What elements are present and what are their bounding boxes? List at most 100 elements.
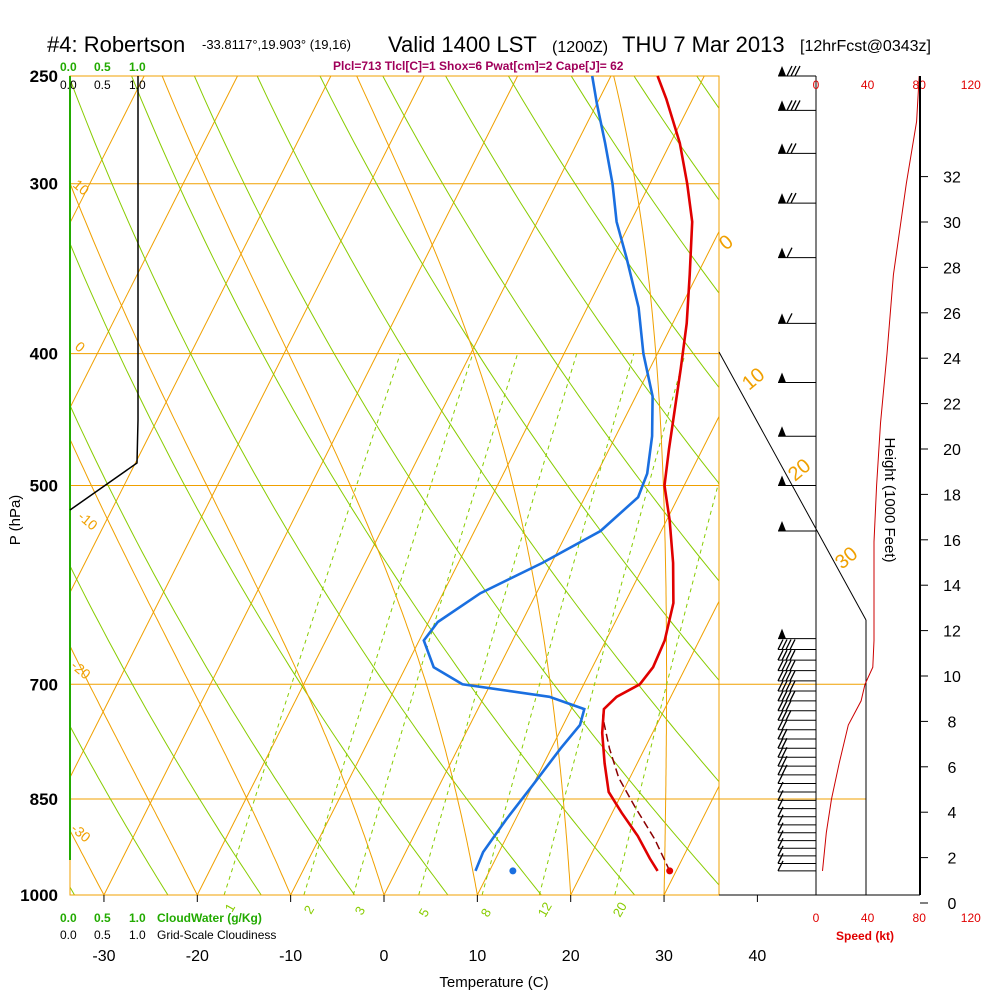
wind-barb	[778, 313, 816, 324]
wind-barb	[777, 822, 816, 834]
temperature-axis-label: Temperature (C)	[439, 974, 548, 991]
adiabat-label: 10	[70, 176, 92, 198]
wind-barb	[777, 830, 816, 842]
cloudiness-tick: 0.5	[94, 928, 111, 942]
surface-temperature-marker	[666, 867, 674, 875]
cloudiness-tick: 0.0	[60, 928, 77, 942]
theta-e-labels: 0 10 20 30	[715, 231, 862, 574]
wind-barb	[777, 649, 816, 661]
mixing-ratio-label: 3	[352, 904, 369, 918]
theta-e-label: 0	[715, 231, 738, 255]
wind-barb	[777, 639, 816, 651]
dry-adiabat-line	[193, 76, 719, 886]
temperature-tick: 30	[655, 948, 673, 965]
temperature-tick: 40	[749, 948, 767, 965]
mixing-ratio-label: 12	[535, 899, 555, 919]
surface-dewpoint-marker	[509, 867, 517, 875]
wind-barb	[778, 628, 816, 640]
theta-e-label: 10	[738, 364, 769, 395]
wind-barb	[777, 838, 816, 849]
height-tick: 32	[943, 170, 961, 187]
wind-barb	[778, 100, 816, 111]
stability-params: Plcl=713 Tlcl[C]=1 Shox=6 Pwat[cm]=2 Cap…	[333, 59, 624, 73]
cloudiness-tick: 0.5	[94, 78, 111, 92]
speed-axis-label: Speed (kt)	[836, 929, 894, 943]
speed-tick-top: 40	[861, 78, 875, 92]
wind-barb	[778, 520, 816, 532]
height-tick: 8	[948, 714, 957, 731]
adiabat-label: -30	[68, 820, 94, 845]
wind-barb	[777, 700, 816, 712]
cloudwater-tick: 1.0	[129, 60, 146, 74]
wind-barb	[777, 853, 816, 864]
dry-adiabat-line	[382, 76, 719, 582]
height-tick: 0	[948, 896, 957, 913]
mixing-ratio-label: 20	[610, 899, 630, 919]
mixing-ratio-line	[614, 479, 719, 895]
wind-barb	[778, 426, 816, 437]
cloudiness-profile	[69, 76, 139, 511]
dry-adiabat-line	[70, 77, 542, 895]
moist-adiabat-line	[70, 181, 385, 895]
dry-adiabat-line	[131, 76, 635, 895]
cloudwater-tick: 0.0	[60, 911, 77, 925]
temperature-trace	[600, 75, 694, 872]
height-tick: 22	[943, 397, 961, 414]
wind-barb	[777, 746, 816, 758]
pressure-tick: 850	[30, 790, 58, 809]
wind-barb	[777, 719, 816, 731]
dry-adiabat-line	[70, 564, 262, 895]
pressure-axis: 250 300 400 500 700 850 1000	[20, 67, 58, 905]
valid-time: Valid 1400 LST	[388, 32, 537, 57]
height-tick: 14	[943, 578, 961, 595]
dewpoint-trace	[422, 75, 654, 872]
wind-speed-trace	[822, 75, 920, 871]
moist-adiabat-line	[613, 76, 668, 895]
dry-adiabat-line	[822, 76, 1000, 895]
temperature-tick: -30	[92, 948, 115, 965]
wind-barbs	[777, 65, 816, 872]
adiabat-labels: 10 0 -10 -20 -30	[68, 176, 101, 845]
dry-adiabat-line	[70, 404, 356, 895]
pressure-axis-label: P (hPa)	[7, 495, 24, 546]
height-tick: 2	[948, 851, 957, 868]
temperature-tick: -20	[186, 948, 209, 965]
parcel-trace	[601, 708, 671, 872]
wind-speed-panel: 0040408080120120 Speed (kt)	[718, 75, 981, 943]
speed-panel-diagonal	[718, 351, 867, 621]
adiabat-label: -20	[68, 657, 94, 682]
dry-adiabat-line	[256, 76, 719, 783]
station-title: #4: Robertson	[47, 32, 185, 57]
wind-barb	[778, 372, 816, 383]
isobar-lines	[70, 75, 866, 896]
mixing-ratio-label: 8	[478, 906, 495, 920]
utc-time: (1200Z)	[552, 39, 608, 56]
wind-barb	[778, 475, 816, 486]
height-tick: 24	[943, 351, 961, 368]
speed-tick-top: 120	[961, 78, 981, 92]
wind-barb	[777, 860, 816, 872]
cloudwater-scale-bottom: 0.0 0.5 1.0 CloudWater (g/Kg) 0.0 0.5 1.…	[60, 911, 276, 942]
isotherm-lines	[70, 76, 719, 895]
wind-barb	[778, 65, 816, 77]
mixing-ratio-line	[538, 353, 686, 895]
mixing-ratio-line	[223, 353, 401, 895]
height-tick: 10	[943, 669, 961, 686]
wind-barb	[777, 737, 816, 749]
theta-e-label: 30	[831, 543, 862, 574]
height-tick: 12	[943, 624, 961, 641]
height-tick: 30	[943, 215, 961, 232]
wind-barb	[777, 660, 816, 672]
dry-adiabat-line	[507, 76, 719, 389]
moist-adiabat-line	[70, 438, 292, 895]
height-tick: 6	[948, 760, 957, 777]
cloudwater-legend: CloudWater (g/Kg)	[157, 911, 262, 925]
cloudiness-tick: 1.0	[129, 928, 146, 942]
dry-adiabat-line	[319, 76, 719, 682]
dry-adiabat-lines	[70, 76, 1000, 895]
cloudwater-tick: 0.5	[94, 911, 111, 925]
wind-barb	[777, 755, 816, 767]
cloudwater-tick: 0.0	[60, 60, 77, 74]
